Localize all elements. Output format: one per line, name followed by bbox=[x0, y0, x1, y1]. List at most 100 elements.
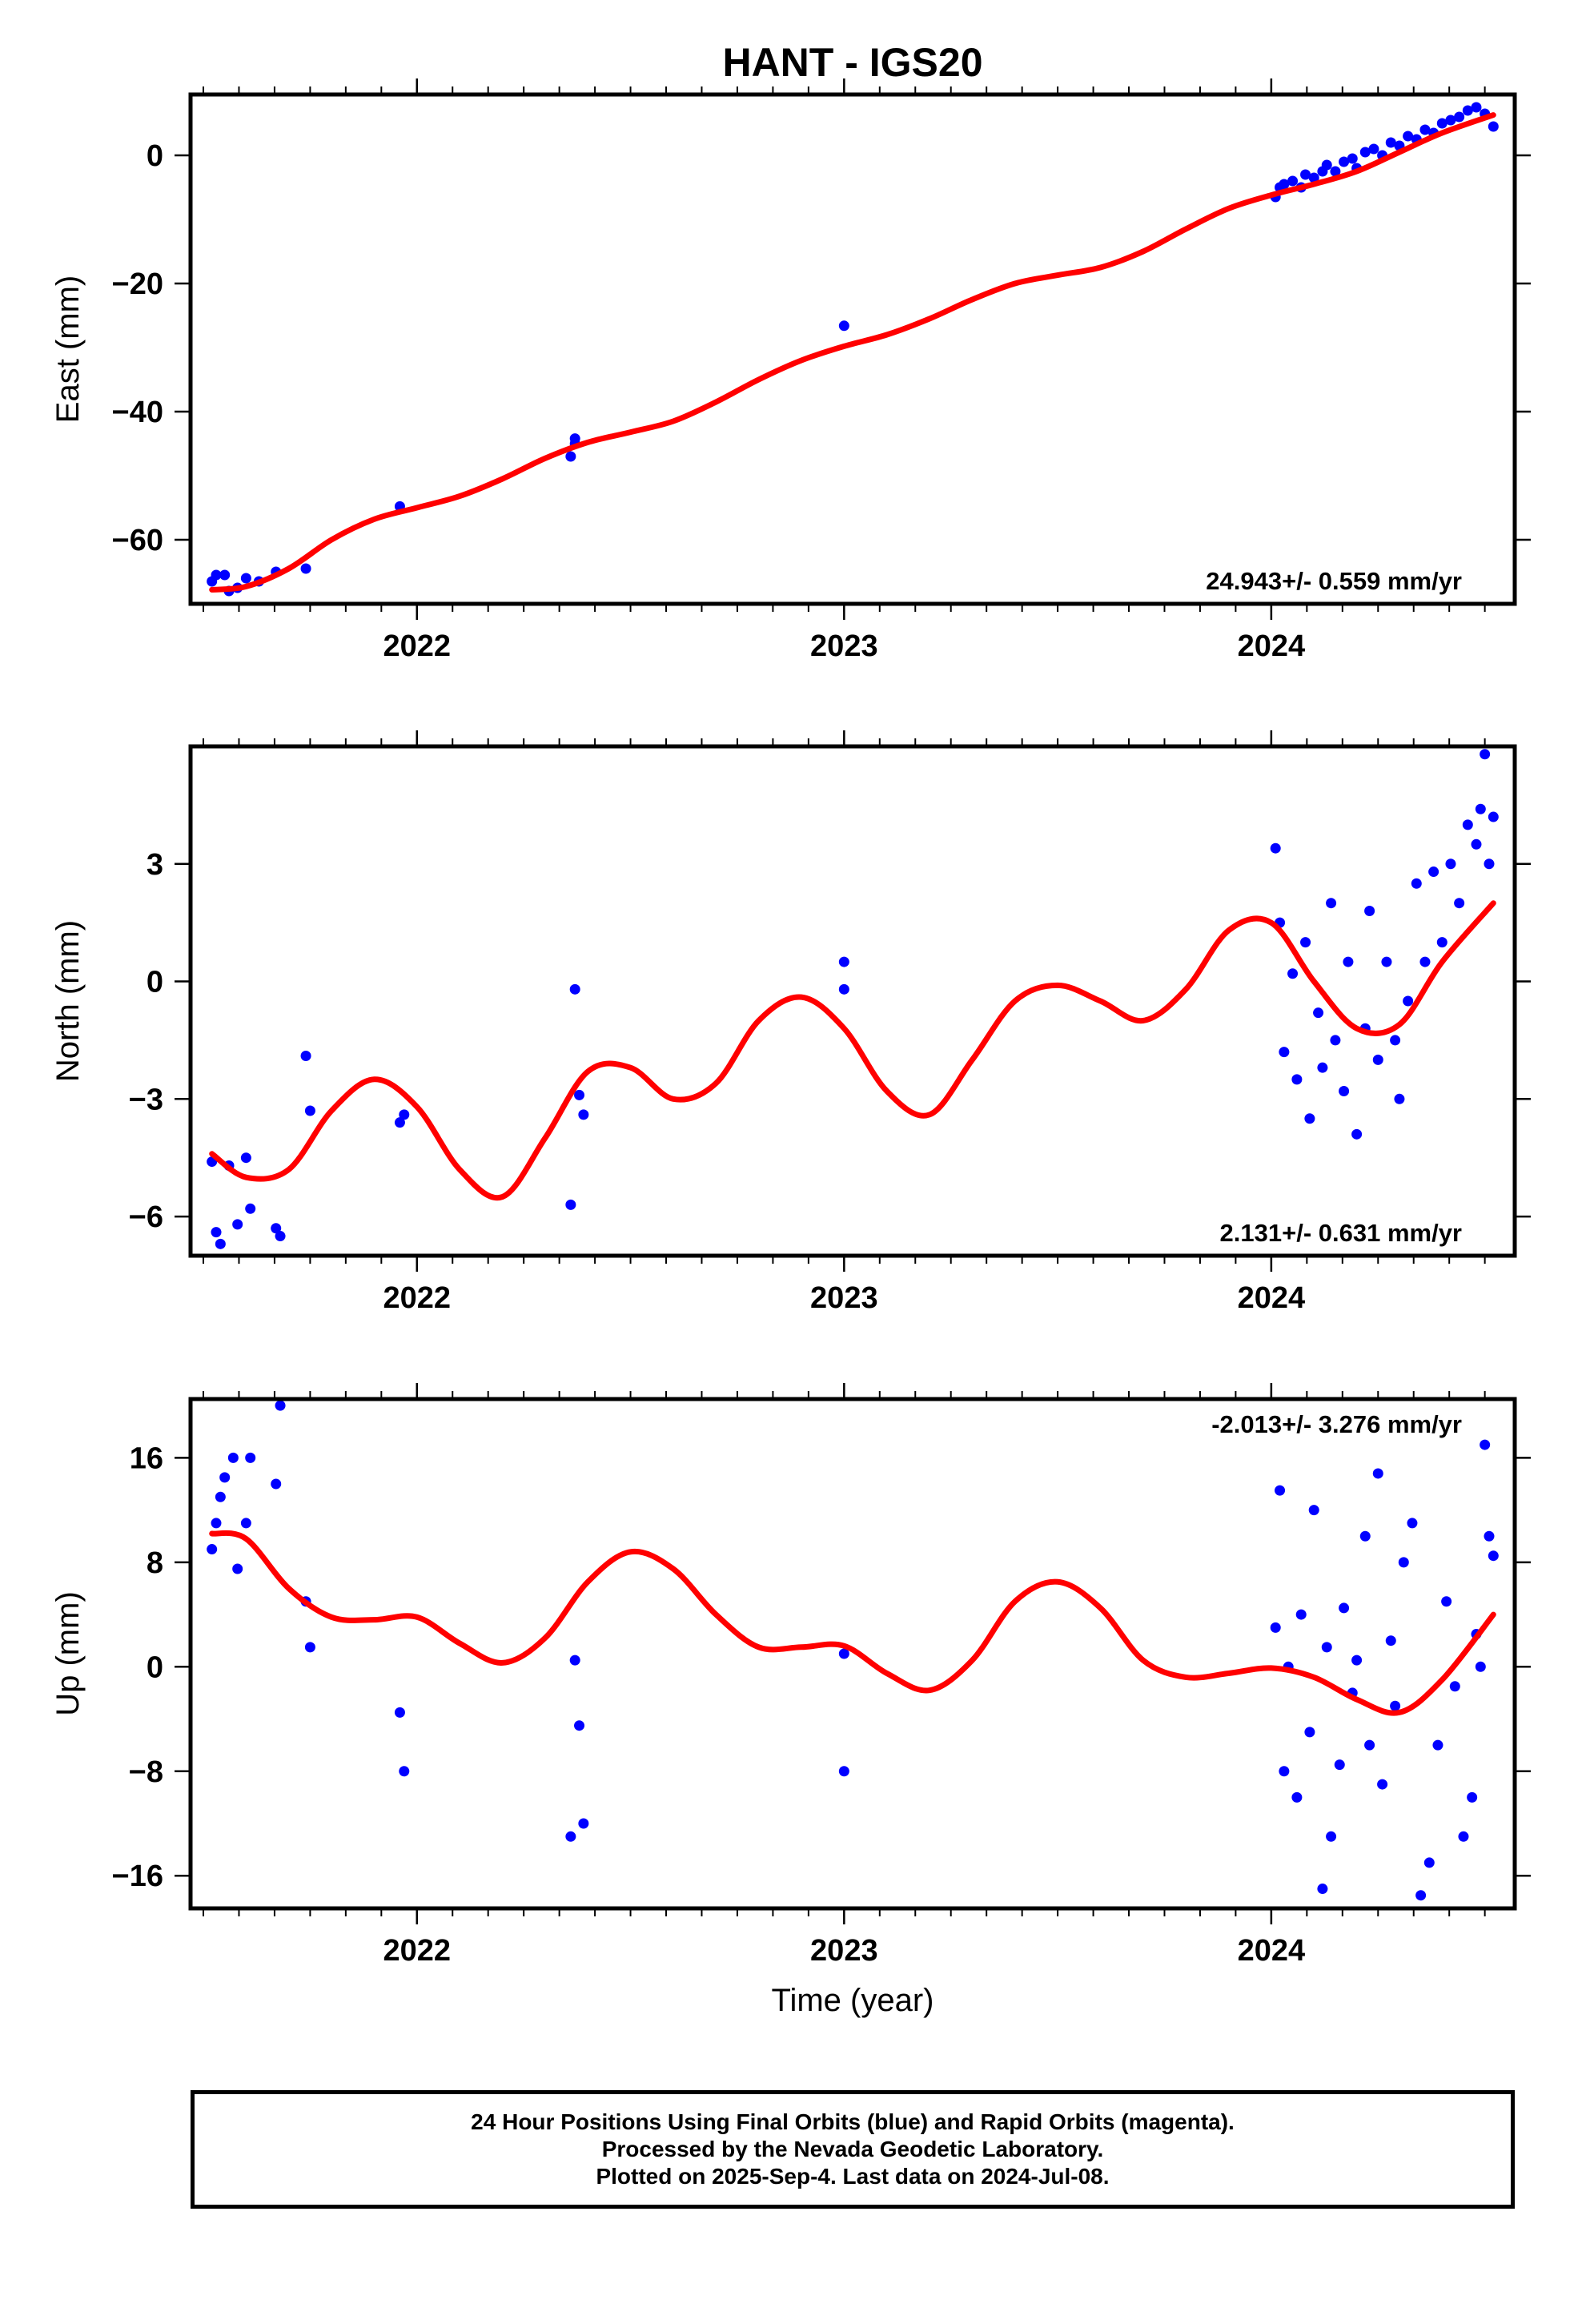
data-point bbox=[578, 1818, 589, 1829]
data-point bbox=[1330, 1035, 1341, 1046]
data-point bbox=[1334, 1759, 1345, 1771]
figure-title: HANT - IGS20 bbox=[722, 40, 982, 85]
data-point bbox=[1436, 937, 1447, 948]
data-point bbox=[1480, 749, 1491, 760]
y-axis-label: North (mm) bbox=[50, 920, 86, 1082]
rate-label: 2.131+/- 0.631 mm/yr bbox=[1220, 1219, 1462, 1247]
data-point bbox=[1403, 131, 1414, 142]
plot-area bbox=[207, 749, 1499, 1249]
y-tick-label: −20 bbox=[112, 267, 163, 301]
data-point bbox=[565, 1831, 576, 1842]
data-point bbox=[1364, 1739, 1375, 1751]
data-point bbox=[1300, 937, 1311, 948]
panel-north: 2022 2023 2024 −6 −3 0 3 North (mm) 2.131+/- 0.6… bbox=[50, 730, 1531, 1315]
data-point bbox=[1390, 1700, 1401, 1711]
data-point bbox=[1454, 111, 1465, 123]
data-point bbox=[1291, 1791, 1303, 1803]
data-point bbox=[1390, 1035, 1401, 1046]
x-tick-label: 2024 bbox=[1238, 1281, 1306, 1315]
data-point bbox=[1372, 1054, 1383, 1065]
data-point bbox=[219, 1472, 231, 1483]
data-point bbox=[304, 1642, 315, 1653]
data-point bbox=[574, 1089, 585, 1100]
data-point bbox=[1295, 1609, 1307, 1620]
data-point bbox=[1287, 968, 1299, 979]
model-curve bbox=[209, 1530, 1496, 1716]
data-point bbox=[1308, 172, 1319, 183]
data-point bbox=[1467, 1791, 1478, 1803]
data-point bbox=[1368, 143, 1379, 155]
data-point bbox=[1462, 819, 1473, 830]
data-point bbox=[838, 956, 849, 967]
data-point bbox=[232, 1219, 243, 1230]
data-point bbox=[1419, 124, 1431, 135]
data-point bbox=[1308, 1505, 1319, 1516]
rate-label: 24.943+/- 0.559 mm/yr bbox=[1206, 567, 1462, 595]
data-point bbox=[1270, 1622, 1281, 1633]
data-point bbox=[1381, 956, 1392, 967]
data-point bbox=[1279, 179, 1290, 190]
data-point bbox=[565, 1199, 576, 1210]
data-point bbox=[1321, 1642, 1332, 1653]
footer-box: 24 Hour Positions Using Final Orbits (bl… bbox=[191, 2090, 1515, 2209]
data-point bbox=[1488, 1550, 1499, 1562]
data-point bbox=[1270, 842, 1281, 854]
data-point bbox=[1488, 811, 1499, 822]
data-point bbox=[838, 320, 849, 332]
data-point bbox=[207, 1544, 218, 1555]
data-point bbox=[211, 1227, 222, 1238]
data-point bbox=[1359, 147, 1371, 158]
data-point bbox=[1351, 1128, 1363, 1140]
data-point bbox=[394, 1117, 405, 1128]
data-point bbox=[245, 1452, 256, 1463]
data-point bbox=[1462, 105, 1473, 116]
data-point bbox=[1415, 1890, 1427, 1901]
data-point bbox=[1359, 1530, 1371, 1542]
data-point bbox=[1339, 1086, 1350, 1097]
footer-line-1: 24 Hour Positions Using Final Orbits (bl… bbox=[471, 2109, 1235, 2134]
data-point bbox=[1304, 1113, 1315, 1124]
data-point bbox=[1339, 156, 1350, 167]
panel-frame bbox=[188, 744, 1517, 1258]
data-point bbox=[1300, 169, 1311, 180]
data-point bbox=[1291, 1074, 1303, 1085]
data-point bbox=[1377, 1779, 1388, 1790]
data-point bbox=[1458, 1831, 1469, 1842]
plot-area bbox=[207, 1400, 1499, 1901]
data-point bbox=[1436, 118, 1447, 129]
data-point bbox=[245, 1203, 256, 1214]
x-axis-label: Time (year) bbox=[772, 1983, 934, 2018]
data-point bbox=[1475, 803, 1486, 814]
data-point bbox=[240, 1152, 251, 1164]
data-point bbox=[232, 1563, 243, 1574]
data-point bbox=[399, 1109, 410, 1120]
y-tick-label: −60 bbox=[112, 524, 163, 557]
data-point bbox=[1343, 956, 1354, 967]
data-point bbox=[1317, 1884, 1328, 1895]
data-point bbox=[838, 1648, 849, 1659]
data-point bbox=[1407, 1518, 1418, 1529]
data-point bbox=[1385, 137, 1396, 148]
data-point bbox=[1279, 1766, 1290, 1777]
data-point bbox=[1275, 1485, 1286, 1496]
x-tick-label: 2024 bbox=[1238, 629, 1306, 663]
data-point bbox=[1419, 956, 1431, 967]
data-point bbox=[574, 1720, 585, 1731]
data-point bbox=[1480, 1439, 1491, 1450]
data-point bbox=[1385, 1635, 1396, 1647]
y-axis-label: East (mm) bbox=[50, 275, 86, 423]
plot-area bbox=[207, 102, 1499, 597]
data-point bbox=[1304, 1727, 1315, 1738]
y-tick-label: −6 bbox=[129, 1200, 163, 1234]
data-point bbox=[1428, 866, 1439, 878]
data-point bbox=[211, 1518, 222, 1529]
panel-frame bbox=[188, 1397, 1517, 1911]
data-point bbox=[1339, 1602, 1350, 1614]
data-point bbox=[211, 569, 222, 581]
data-point bbox=[1372, 1468, 1383, 1479]
y-tick-label: −3 bbox=[129, 1083, 163, 1116]
y-tick-label: 0 bbox=[147, 139, 163, 173]
data-point bbox=[1287, 175, 1299, 187]
